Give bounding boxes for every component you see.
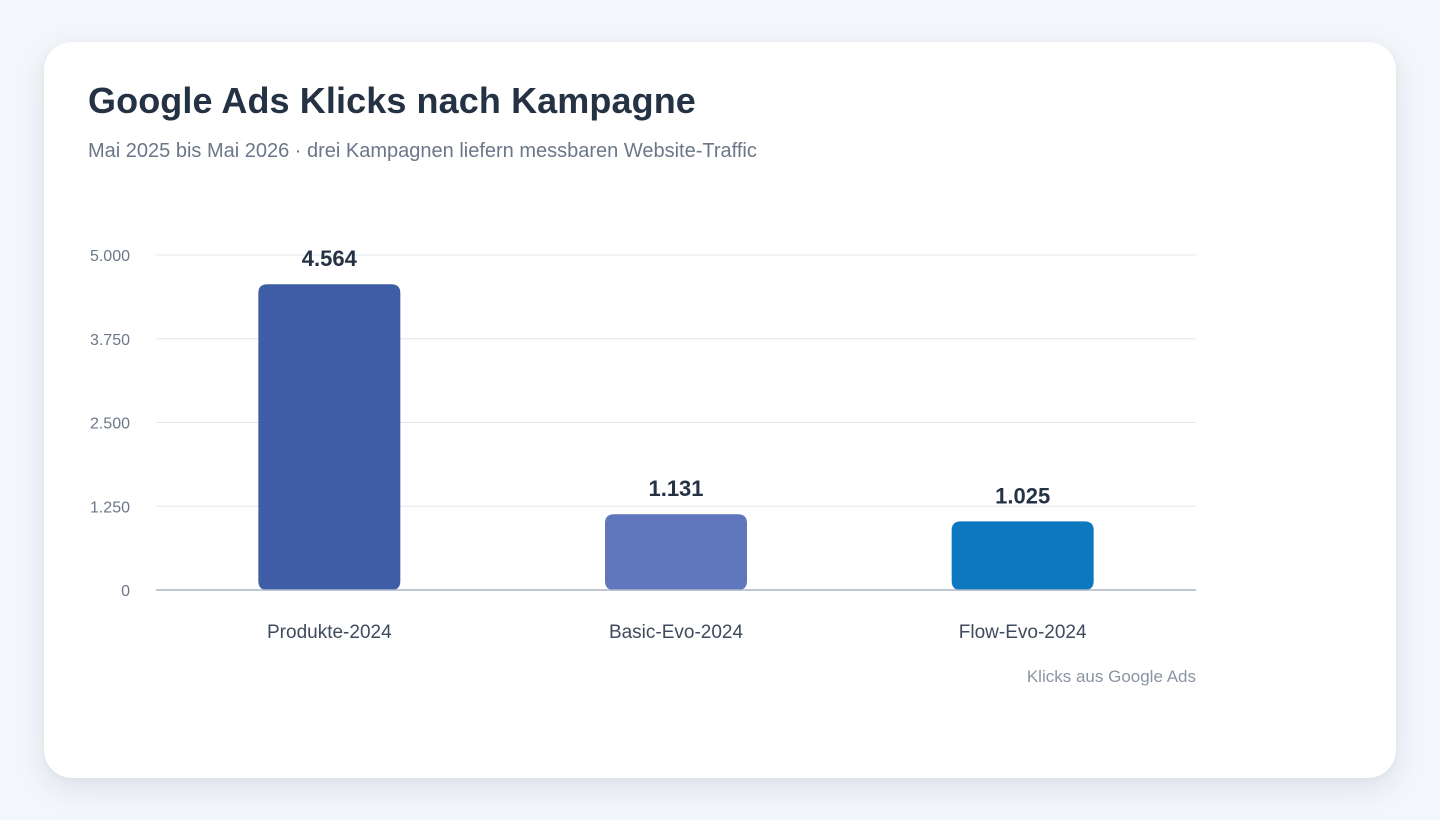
page-title: Google Ads Klicks nach Kampagne: [88, 80, 696, 121]
y-tick-label: 2.500: [90, 416, 130, 433]
bars: [258, 284, 1094, 590]
x-category-label: Flow-Evo-2024: [959, 622, 1087, 643]
bar-basic-evo-2024[interactable]: [605, 514, 747, 590]
y-axis-ticks: 0 1.250 2.500 3.750 5.000: [90, 248, 130, 600]
bar-flow-evo-2024[interactable]: [951, 521, 1094, 590]
y-tick-label: 1.250: [90, 499, 130, 516]
chart-card: Google Ads Klicks nach Kampagne Mai 2025…: [44, 42, 1396, 778]
bar-value-label: 1.025: [995, 483, 1050, 508]
y-tick-label: 3.750: [90, 332, 130, 349]
y-tick-label: 5.000: [90, 248, 130, 265]
x-axis-labels: Produkte-2024 Basic-Evo-2024 Flow-Evo-2024: [267, 622, 1087, 643]
x-category-label: Basic-Evo-2024: [609, 622, 744, 643]
y-tick-label: 0: [121, 583, 130, 600]
source-note: Klicks aus Google Ads: [1027, 667, 1196, 686]
bar-produkte-2024[interactable]: [258, 284, 401, 590]
page-subtitle: Mai 2025 bis Mai 2026 · drei Kampagnen l…: [88, 140, 757, 162]
value-labels: 4.564 1.131 1.025: [302, 246, 1050, 508]
bar-value-label: 1.131: [648, 476, 703, 501]
bar-value-label: 4.564: [302, 246, 358, 271]
bar-chart: 0 1.250 2.500 3.750 5.000 4.564 1.131 1.025 Pr…: [90, 246, 1196, 686]
x-category-label: Produkte-2024: [267, 622, 392, 643]
